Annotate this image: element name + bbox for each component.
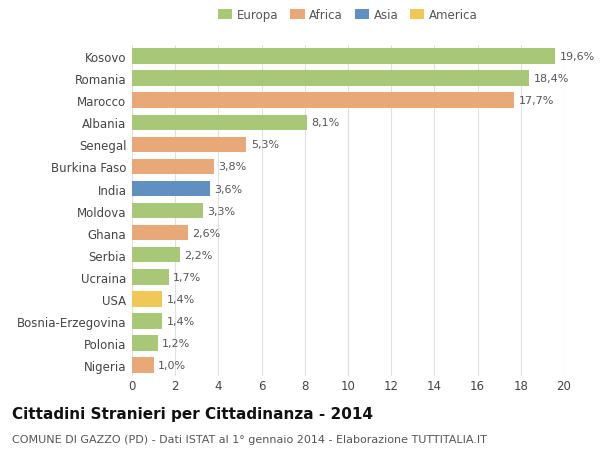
Bar: [132, 137, 247, 153]
Bar: [132, 291, 162, 307]
Bar: [132, 181, 210, 197]
Text: 3,8%: 3,8%: [218, 162, 247, 172]
Legend: Europa, Africa, Asia, America: Europa, Africa, Asia, America: [218, 9, 478, 22]
Text: 19,6%: 19,6%: [560, 52, 595, 62]
Bar: [132, 358, 154, 373]
Text: 18,4%: 18,4%: [534, 74, 569, 84]
Text: 2,2%: 2,2%: [184, 250, 212, 260]
Bar: [132, 313, 162, 329]
Text: 5,3%: 5,3%: [251, 140, 279, 150]
Bar: [132, 203, 203, 219]
Bar: [132, 247, 179, 263]
Text: 1,4%: 1,4%: [167, 294, 195, 304]
Text: 2,6%: 2,6%: [193, 228, 221, 238]
Text: 8,1%: 8,1%: [311, 118, 340, 128]
Bar: [132, 225, 188, 241]
Text: 3,3%: 3,3%: [208, 206, 236, 216]
Text: COMUNE DI GAZZO (PD) - Dati ISTAT al 1° gennaio 2014 - Elaborazione TUTTITALIA.I: COMUNE DI GAZZO (PD) - Dati ISTAT al 1° …: [12, 434, 487, 444]
Bar: [132, 115, 307, 131]
Text: 17,7%: 17,7%: [518, 96, 554, 106]
Text: 1,0%: 1,0%: [158, 360, 186, 370]
Bar: [132, 336, 158, 351]
Text: 3,6%: 3,6%: [214, 184, 242, 194]
Bar: [132, 159, 214, 175]
Text: 1,2%: 1,2%: [162, 338, 190, 348]
Bar: [132, 269, 169, 285]
Text: Cittadini Stranieri per Cittadinanza - 2014: Cittadini Stranieri per Cittadinanza - 2…: [12, 406, 373, 421]
Text: 1,4%: 1,4%: [167, 316, 195, 326]
Bar: [132, 49, 556, 65]
Bar: [132, 71, 529, 87]
Text: 1,7%: 1,7%: [173, 272, 201, 282]
Bar: [132, 93, 514, 109]
